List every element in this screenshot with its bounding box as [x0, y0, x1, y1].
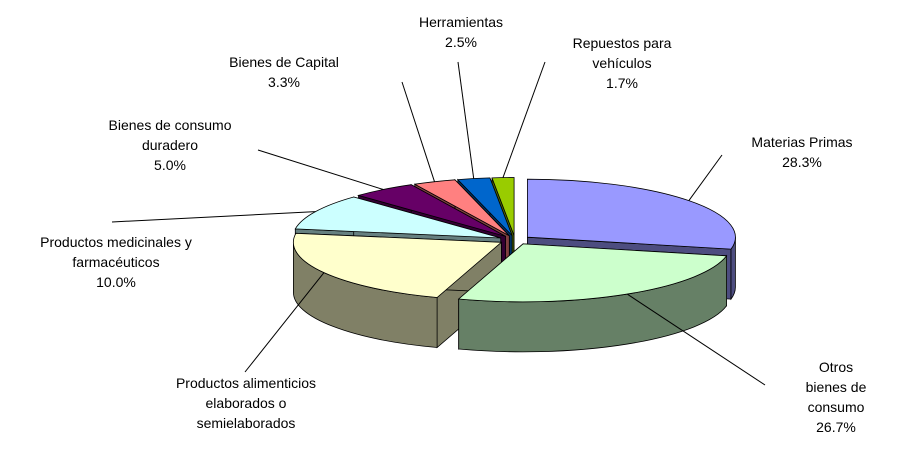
value-label: 5.0% — [154, 157, 186, 173]
value-label: 26.7% — [816, 419, 856, 435]
slice — [527, 178, 736, 250]
data-label: Otros bienes de consumo 26.7% — [801, 357, 872, 437]
category-label: Repuestos para vehículos — [572, 35, 672, 71]
value-label: 1.7% — [606, 75, 638, 91]
slice — [491, 177, 515, 236]
category-label: Materias Primas — [751, 134, 853, 150]
slice — [292, 232, 503, 298]
slice — [357, 184, 506, 237]
category-label: Productos alimenticios elaborados o semi… — [175, 375, 317, 431]
value-label: 2.5% — [445, 34, 477, 50]
leader-line — [401, 81, 435, 182]
category-label: Productos medicinales y farmacéuticos — [40, 234, 192, 270]
leader-line — [244, 272, 325, 373]
slice — [294, 196, 501, 239]
slice-tops — [292, 177, 736, 303]
value-label: 3.3% — [268, 74, 300, 90]
leader-line — [688, 154, 723, 201]
category-label: Herramientas — [418, 14, 504, 30]
slice — [413, 179, 510, 237]
data-label: Productos medicinales y farmacéuticos 10.… — [40, 232, 192, 292]
leader-lines — [111, 61, 766, 386]
leader-line — [502, 61, 546, 178]
category-label: Bienes de Capital — [229, 54, 339, 70]
category-label: Bienes de consumo duradero — [108, 117, 232, 153]
data-label: Productos alimenticios elaborados o semi… — [176, 373, 316, 433]
leader-line — [457, 61, 475, 179]
value-label: 28.3% — [782, 154, 822, 170]
leader-line — [257, 149, 384, 190]
category-label: Otros bienes de consumo — [805, 359, 867, 415]
data-label: Bienes de Capital 3.3% — [229, 52, 339, 92]
data-label: Herramientas 2.5% — [419, 12, 503, 52]
data-label: Materias Primas 28.3% — [751, 132, 852, 172]
value-label: 10.0% — [96, 274, 136, 290]
data-label: Repuestos para vehículos 1.7% — [573, 33, 672, 93]
leader-line — [111, 211, 316, 223]
leader-line — [626, 293, 766, 386]
data-label: Bienes de consumo duradero 5.0% — [109, 115, 232, 175]
slice — [457, 243, 728, 303]
